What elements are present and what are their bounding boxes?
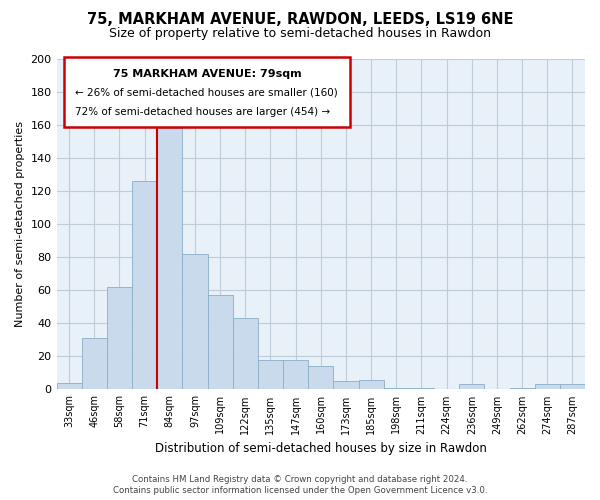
Text: 72% of semi-detached houses are larger (454) →: 72% of semi-detached houses are larger (… (75, 107, 330, 117)
Bar (233, 318, 258, 390)
Bar (459, 384, 484, 390)
Bar (509, 388, 535, 390)
Text: 75 MARKHAM AVENUE: 79sqm: 75 MARKHAM AVENUE: 79sqm (113, 69, 301, 79)
Text: 75, MARKHAM AVENUE, RAWDON, LEEDS, LS19 6NE: 75, MARKHAM AVENUE, RAWDON, LEEDS, LS19 … (87, 12, 513, 28)
X-axis label: Distribution of semi-detached houses by size in Rawdon: Distribution of semi-detached houses by … (155, 442, 487, 455)
Bar (560, 384, 585, 390)
Bar (56, 383, 82, 390)
Text: Size of property relative to semi-detached houses in Rawdon: Size of property relative to semi-detach… (109, 28, 491, 40)
Bar (132, 182, 157, 390)
Bar (107, 287, 132, 390)
Bar (283, 360, 308, 390)
Bar (258, 360, 283, 390)
Bar (208, 296, 233, 390)
Y-axis label: Number of semi-detached properties: Number of semi-detached properties (15, 121, 25, 327)
Bar (334, 381, 359, 390)
Text: Contains HM Land Registry data © Crown copyright and database right 2024.: Contains HM Land Registry data © Crown c… (132, 475, 468, 484)
Bar (383, 388, 409, 390)
Bar (308, 366, 334, 390)
Bar (182, 254, 208, 390)
FancyBboxPatch shape (64, 58, 350, 126)
Bar (157, 128, 182, 390)
Bar (82, 338, 107, 390)
Text: ← 26% of semi-detached houses are smaller (160): ← 26% of semi-detached houses are smalle… (75, 87, 338, 97)
Text: Contains public sector information licensed under the Open Government Licence v3: Contains public sector information licen… (113, 486, 487, 495)
Bar (359, 380, 383, 390)
Bar (409, 388, 434, 390)
Bar (535, 384, 560, 390)
